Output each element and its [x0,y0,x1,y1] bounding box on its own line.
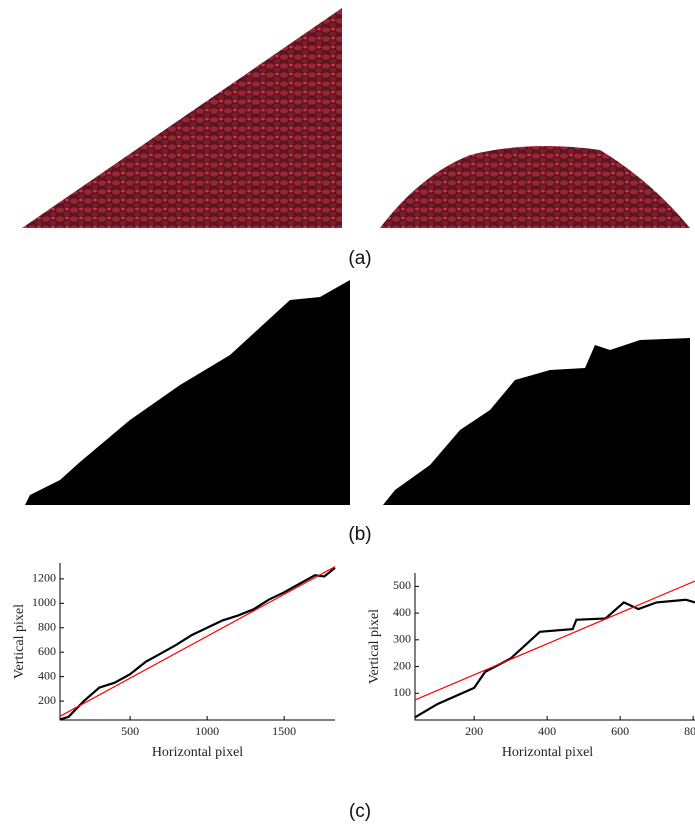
photo-right [380,146,690,228]
y-axis-label: Vertical pixel [367,609,382,684]
y-tick-label: 800 [38,620,56,634]
data-line [414,580,695,701]
y-tick-label: 600 [38,644,56,658]
data-line [414,598,695,719]
y-tick-label: 100 [393,685,411,699]
caption: (b) [348,524,371,545]
x-tick-label: 500 [121,724,139,738]
y-tick-label: 200 [393,658,411,672]
x-tick-label: 600 [611,724,629,738]
caption: (c) [349,801,371,822]
data-line [59,566,336,717]
x-axis-label: Horizontal pixel [152,745,243,760]
x-tick-label: 200 [465,724,483,738]
y-axis-label: Vertical pixel [12,604,27,679]
x-axis-label: Horizontal pixel [502,745,593,760]
y-tick-label: 1000 [32,595,56,609]
x-tick-label: 1000 [195,724,219,738]
x-tick-label: 1500 [272,724,296,738]
y-tick-label: 200 [38,693,56,707]
y-tick-label: 1200 [32,571,56,585]
silhouette-right [383,338,690,505]
silhouette-left [25,280,350,505]
x-tick-label: 400 [538,724,556,738]
caption: (a) [348,248,371,269]
y-tick-label: 400 [393,605,411,619]
y-tick-label: 300 [393,632,411,646]
y-tick-label: 400 [38,668,56,682]
axis [414,573,695,721]
y-tick-label: 500 [393,578,411,592]
x-tick-label: 800 [684,724,695,738]
photo-left [22,8,342,228]
axis [59,563,335,721]
data-line [59,567,336,721]
